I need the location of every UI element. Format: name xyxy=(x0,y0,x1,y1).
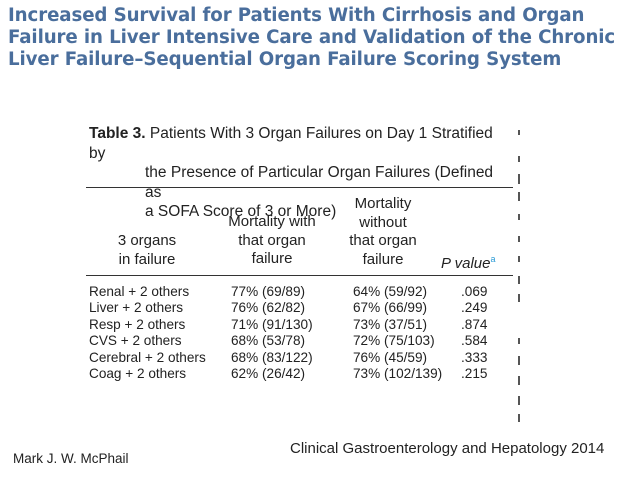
header-mortality-without: Mortality without that organ failure xyxy=(328,195,438,269)
caption-line-3: a SOFA Score of 3 or More) xyxy=(145,203,337,220)
header-organs-line-1: 3 organs xyxy=(117,232,177,249)
author-name: Mark J. W. McPhail xyxy=(13,451,129,466)
cell-mortality-with: 76% (62/82) xyxy=(231,300,306,316)
cell-mortality-without: 64% (59/92) xyxy=(353,284,428,299)
cell-organs: CVS + 2 others xyxy=(89,333,182,349)
cell-organs: Renal + 2 others xyxy=(89,284,190,299)
cell-organs: Cerebral + 2 others xyxy=(89,349,206,365)
cell-organs: Coag + 2 others xyxy=(89,365,187,381)
table-caption: Table 3. Patients With 3 Organ Failures … xyxy=(89,124,509,222)
cell-p-value: .874 xyxy=(461,316,488,332)
header-without-line-2: without xyxy=(359,213,407,231)
cell-p-value: .333 xyxy=(461,349,488,365)
cell-organs: Liver + 2 others xyxy=(89,300,184,316)
headline-line-2: Failure in Liver Intensive Care and Vali… xyxy=(8,27,616,48)
cell-p-value: .249 xyxy=(461,300,488,316)
cell-p-value: .069 xyxy=(461,284,488,299)
header-with-line-3: failure xyxy=(251,250,293,267)
cell-mortality-with: 62% (26/42) xyxy=(231,365,306,381)
cell-mortality-with: 71% (91/130) xyxy=(231,316,313,332)
cell-mortality-with: 68% (53/78) xyxy=(231,333,306,349)
headline-line-3: Liver Failure–Sequential Organ Failure S… xyxy=(8,49,562,70)
cell-mortality-without: 73% (102/139) xyxy=(353,365,443,381)
header-p-value: P valuea xyxy=(441,250,496,274)
cell-mortality-with: 77% (69/89) xyxy=(231,284,306,299)
headline-line-1: Increased Survival for Patients With Cir… xyxy=(8,5,585,26)
cropped-page-edge-marks xyxy=(518,126,528,426)
cell-organs: Resp + 2 others xyxy=(89,316,186,332)
caption-line-2: the Presence of Particular Organ Failure… xyxy=(145,164,494,201)
header-without-line-4: failure xyxy=(362,250,404,268)
header-p-value-text: P value xyxy=(441,255,491,272)
caption-line-1: Patients With 3 Organ Failures on Day 1 … xyxy=(89,125,493,162)
header-without-line-1: Mortality xyxy=(354,195,412,212)
journal-citation: Clinical Gastroenterology and Hepatology… xyxy=(290,440,605,457)
cell-mortality-without: 72% (75/103) xyxy=(353,333,435,349)
header-with-line-2: that organ xyxy=(238,231,306,249)
cell-mortality-without: 73% (37/51) xyxy=(353,316,428,332)
cell-mortality-without: 76% (45/59) xyxy=(353,349,428,365)
cell-mortality-with: 68% (83/122) xyxy=(231,349,313,365)
table-top-rule xyxy=(86,187,513,188)
footnote-marker: a xyxy=(490,254,496,264)
header-without-line-3: that organ xyxy=(349,232,417,249)
header-with-line-1: Mortality with xyxy=(228,213,316,230)
header-mortality-with: Mortality with that organ failure xyxy=(214,213,330,269)
cell-p-value: .215 xyxy=(461,365,488,381)
table-header-rule xyxy=(86,275,513,276)
table-label: Table 3. xyxy=(89,125,146,142)
header-organs: 3 organs in failure xyxy=(92,232,202,269)
header-organs-line-2: in failure xyxy=(118,250,176,268)
cell-mortality-without: 67% (66/99) xyxy=(353,300,428,316)
cell-p-value: .584 xyxy=(461,333,488,349)
slide-headline: Increased Survival for Patients With Cir… xyxy=(8,5,633,71)
